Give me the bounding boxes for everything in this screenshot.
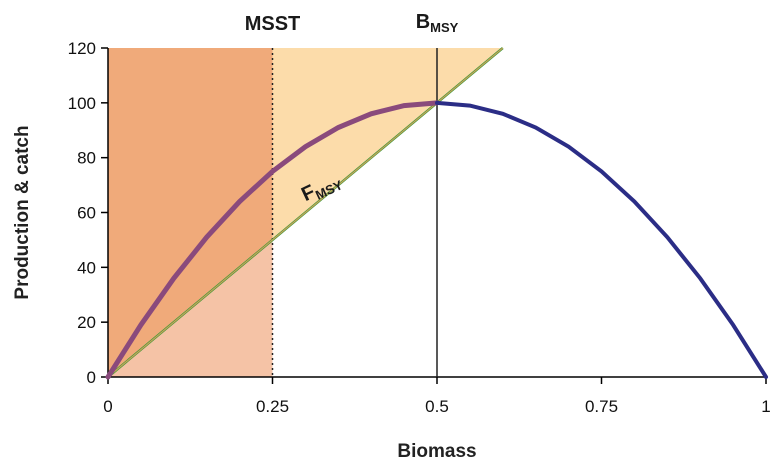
x-tick-label: 0.75 xyxy=(585,397,618,416)
y-tick-label: 40 xyxy=(77,258,96,277)
production-curve-right xyxy=(435,100,768,379)
x-tick-label: 0.25 xyxy=(256,397,289,416)
y-tick-label: 120 xyxy=(68,39,96,58)
overfished-region xyxy=(108,48,273,377)
x-tick-label: 0.5 xyxy=(425,397,449,416)
y-tick-label: 0 xyxy=(87,368,96,387)
y-tick-label: 20 xyxy=(77,313,96,332)
y-tick-label: 80 xyxy=(77,149,96,168)
y-axis-ticks: 0 20 40 60 80 100 120 xyxy=(68,39,108,387)
x-tick-label: 0 xyxy=(103,397,112,416)
x-axis-label: Biomass xyxy=(397,441,476,462)
x-axis-ticks: 0 0.25 0.5 0.75 1 xyxy=(103,377,771,416)
y-tick-label: 100 xyxy=(68,94,96,113)
y-tick-label: 60 xyxy=(77,204,96,223)
x-tick-label: 1 xyxy=(761,397,770,416)
bmsy-label-main: B xyxy=(416,11,430,33)
production-curve-left xyxy=(105,100,440,380)
y-axis-label: Production & catch xyxy=(12,125,33,299)
bmsy-label: BMSY xyxy=(416,11,459,35)
bmsy-label-sub: MSY xyxy=(430,20,459,35)
msst-label: MSST xyxy=(245,13,301,35)
